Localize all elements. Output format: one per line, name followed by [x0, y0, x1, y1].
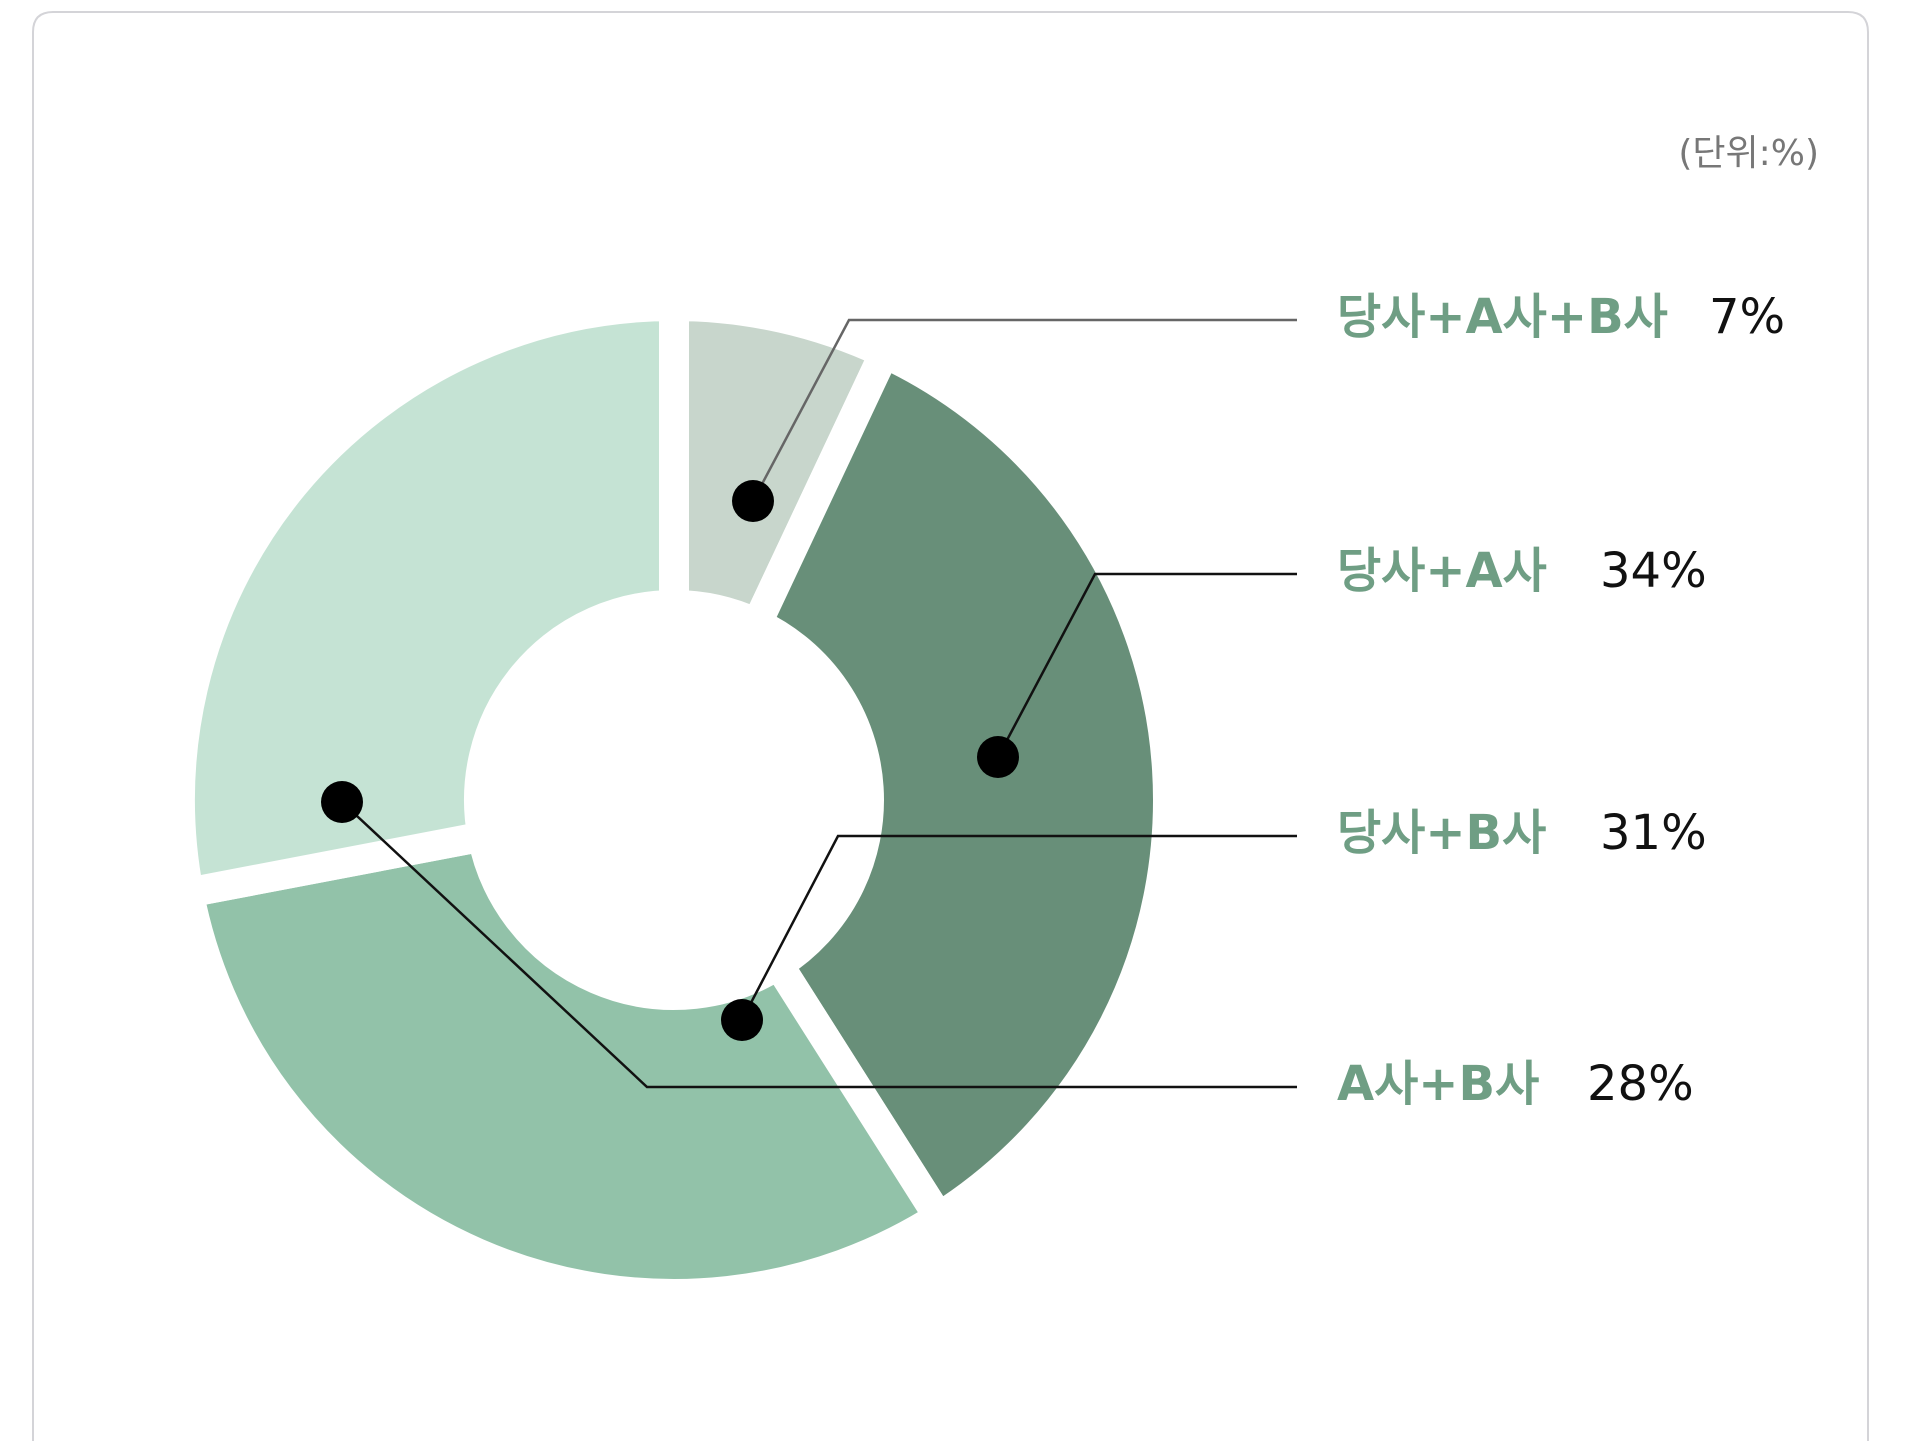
- donut-slice: [165, 290, 689, 911]
- leader-dot: [721, 999, 763, 1041]
- leader-line: [751, 318, 1297, 502]
- legend-label: A사+B사: [1337, 1056, 1539, 1112]
- legend-label: 당사+A사+B사: [1337, 289, 1668, 345]
- value-label: 31%: [1600, 805, 1707, 861]
- donut-slice: [737, 333, 1183, 1238]
- legend-label: 당사+B사: [1337, 805, 1546, 861]
- legend-label: 당사+A사: [1337, 543, 1547, 599]
- leader-line: [740, 834, 1297, 1021]
- donut-slice: [171, 818, 960, 1309]
- leader-dot: [321, 781, 363, 823]
- leader-dot: [732, 480, 774, 522]
- value-label: 7%: [1709, 289, 1785, 345]
- value-label: 28%: [1587, 1056, 1694, 1112]
- leader-line: [341, 801, 1297, 1089]
- leader-line: [996, 572, 1297, 758]
- leader-dot: [977, 736, 1019, 778]
- value-label: 34%: [1600, 543, 1707, 599]
- unit-label: (단위:%): [1678, 133, 1819, 174]
